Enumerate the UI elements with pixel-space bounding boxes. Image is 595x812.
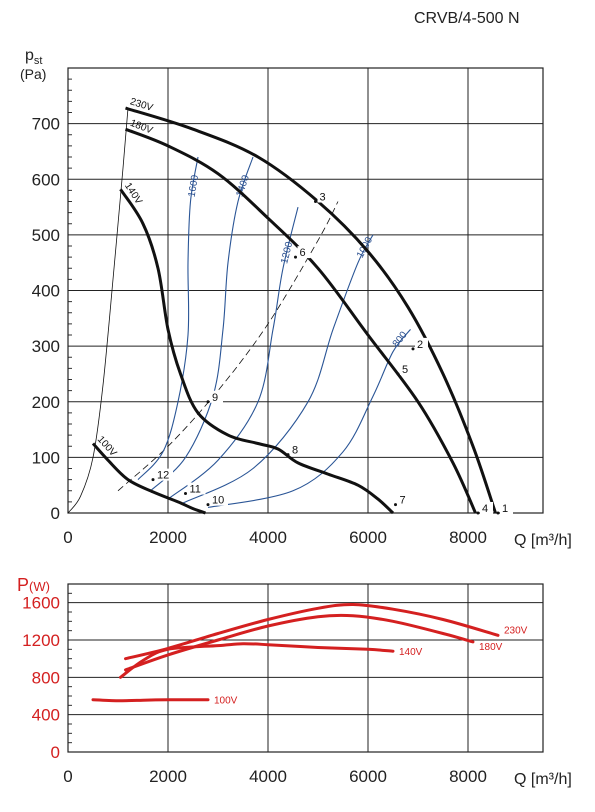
operating-point-label: 2 — [417, 339, 423, 351]
operating-point — [394, 503, 397, 507]
power-tick-label: 1200 — [22, 631, 60, 650]
operating-point — [396, 372, 400, 376]
operating-point-label: 4 — [482, 503, 488, 515]
power-tick-label: 0 — [51, 743, 60, 762]
operating-point-bg — [297, 246, 311, 259]
power-x-tick-label: 2000 — [149, 767, 187, 786]
operating-point-bg — [187, 482, 206, 495]
y-tick-label: 600 — [32, 170, 60, 189]
operating-point-bg — [500, 502, 513, 514]
operating-point-label: 12 — [157, 470, 169, 482]
operating-point — [476, 511, 480, 515]
power-tick-label: 800 — [32, 668, 60, 687]
y-tick-label: 0 — [51, 504, 60, 523]
power-x-tick-label: 6000 — [349, 767, 387, 786]
operating-point-bg — [290, 443, 303, 456]
operating-point-label: 9 — [212, 392, 218, 404]
x-tick-label: 2000 — [149, 528, 187, 547]
power-curve — [124, 613, 475, 672]
operating-point-bg — [155, 468, 173, 481]
power-x-tick-label: 4000 — [249, 767, 287, 786]
operating-point — [314, 200, 317, 203]
voltage-curve — [91, 442, 206, 515]
x-tick-label: 6000 — [349, 528, 387, 547]
isopower-curve — [137, 156, 199, 480]
operating-point — [496, 511, 500, 515]
isopower-curve — [167, 206, 299, 500]
plot-frame — [67, 67, 544, 514]
power-x-tick-label: 0 — [63, 767, 72, 786]
isopower-curve — [207, 329, 411, 508]
operating-point-bg — [480, 502, 493, 514]
operating-point-label: 11 — [190, 484, 201, 496]
voltage-label: 100V — [95, 434, 119, 459]
operating-point-label: 1 — [502, 503, 508, 515]
power-tick-label: 1600 — [22, 594, 60, 613]
voltage-curve — [125, 106, 497, 514]
operating-point-label: 7 — [400, 495, 406, 507]
pressure-chart: 0 100 200 300 400 500 600 700 0 2000 4000 6000 8000 p… — [20, 47, 572, 549]
x-tick-label: 4000 — [249, 528, 287, 547]
system-curve-solid — [67, 108, 129, 514]
power-x-tick-label: 8000 — [449, 767, 487, 786]
y-tick-label: 400 — [32, 282, 60, 301]
operating-point-bg — [210, 493, 228, 506]
operating-point-label: 10 — [212, 495, 224, 507]
operating-point-label: 8 — [292, 445, 298, 457]
y-axis-unit: (Pa) — [20, 66, 46, 82]
power-curve — [119, 642, 395, 679]
operating-point-label: 5 — [402, 364, 408, 376]
y-tick-label: 700 — [32, 115, 60, 134]
operating-point-label: 3 — [320, 192, 326, 204]
operating-point — [184, 492, 187, 496]
x-axis-title: Q [m³/h] — [514, 532, 572, 549]
y-tick-label: 100 — [32, 448, 60, 467]
operating-point — [411, 347, 415, 351]
power-curve-label: 230V — [504, 625, 528, 636]
power-curve-label: 100V — [214, 696, 238, 707]
isopower-curve — [182, 234, 374, 504]
x-tick-label: 8000 — [449, 528, 487, 547]
power-axis-title: P(W) — [17, 575, 50, 595]
operating-point-bg — [210, 390, 223, 403]
power-chart: 0 400 800 1200 1600 0 2000 4000 6000 8000 P(W) Q [m… — [17, 575, 572, 788]
power-plot-frame — [67, 583, 544, 753]
operating-point-bg — [400, 362, 413, 375]
isopower-curve — [150, 156, 254, 492]
y-tick-label: 300 — [32, 337, 60, 356]
power-curve — [124, 602, 500, 661]
power-curve — [91, 698, 210, 703]
isopower-label: 1200 — [279, 240, 295, 265]
operating-point-bg — [317, 190, 331, 203]
voltage-curve — [124, 127, 477, 514]
operating-point-bg — [415, 337, 428, 350]
model-title: CRVB/4-500 N — [414, 10, 520, 27]
operating-point — [206, 400, 210, 404]
power-curve-label: 140V — [399, 647, 423, 658]
operating-point — [294, 255, 297, 259]
y-tick-label: 200 — [32, 393, 60, 412]
power-curve-label: 180V — [479, 642, 503, 653]
power-x-axis-title: Q [m³/h] — [514, 771, 572, 788]
isopower-label: 1600 — [187, 174, 202, 198]
voltage-curve — [119, 188, 395, 515]
power-tick-label: 400 — [32, 706, 60, 725]
operating-point-label: 6 — [300, 247, 306, 259]
x-tick-label: 0 — [63, 528, 72, 547]
operating-point — [206, 503, 210, 507]
y-tick-label: 500 — [32, 226, 60, 245]
operating-point — [286, 453, 290, 457]
y-axis-title: pst — [25, 47, 42, 67]
operating-point-bg — [397, 493, 411, 506]
operating-point — [151, 478, 155, 482]
